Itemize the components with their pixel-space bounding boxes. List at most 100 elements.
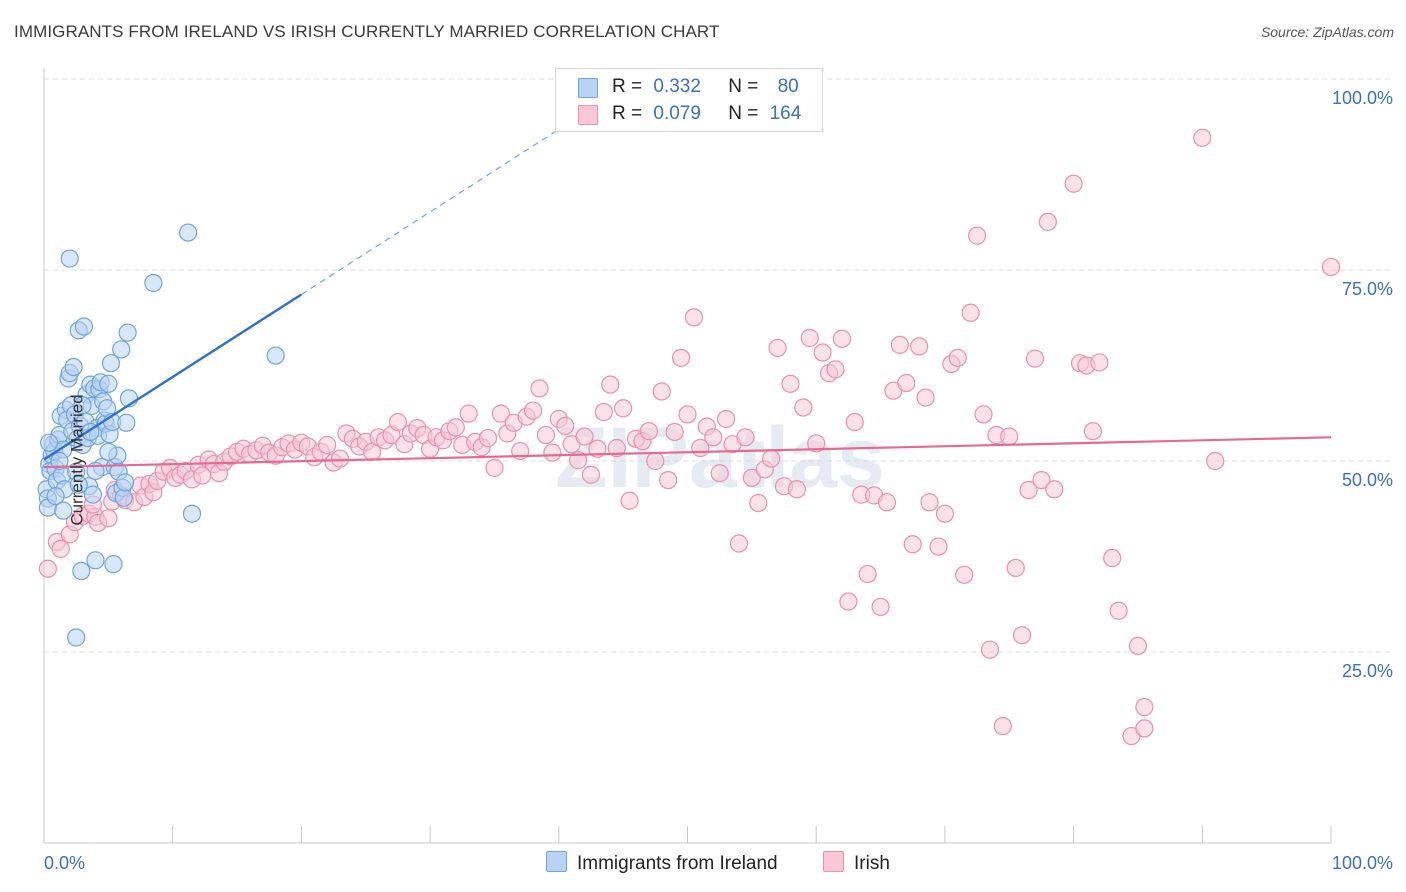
irish-point — [485, 458, 504, 477]
irish-point — [704, 428, 723, 447]
irish-point — [1193, 128, 1212, 147]
irish-point — [974, 405, 993, 424]
irish-point — [813, 343, 832, 362]
irish-point — [671, 348, 691, 367]
irish-point — [639, 422, 658, 441]
chart-title: IMMIGRANTS FROM IRELAND VS IRISH CURRENT… — [14, 22, 720, 41]
y-tick-label: 100.0% — [1332, 88, 1393, 108]
irish-point — [581, 465, 601, 484]
irish-point — [478, 428, 498, 448]
irish-point — [742, 468, 761, 487]
irish-point — [897, 373, 916, 393]
irish-point — [910, 337, 929, 356]
irish-point — [890, 335, 909, 354]
irish-point — [787, 480, 806, 499]
ireland-point — [182, 504, 202, 523]
irish-point — [845, 412, 864, 432]
irish-point — [678, 405, 697, 424]
irish-point — [1064, 174, 1083, 193]
irish-point — [768, 338, 787, 358]
irish-point — [99, 509, 118, 528]
legend-n-value: 164 — [769, 103, 802, 124]
irish-point — [51, 539, 70, 558]
irish-point — [710, 464, 729, 483]
irish-point — [318, 435, 337, 455]
irish-points — [38, 128, 1341, 746]
legend-n-label: N = — [728, 103, 759, 124]
series-legend-irish: Irish — [823, 851, 890, 875]
series-swatch-blue — [546, 851, 567, 872]
y-tick-label: 75.0% — [1342, 279, 1393, 299]
tick-labels: 100.0% 75.0% 50.0% 25.0% 0.0% 100.0% — [44, 88, 1393, 873]
ireland-point — [40, 433, 59, 452]
legend-n-label: N = — [728, 76, 759, 97]
irish-point — [575, 427, 594, 446]
legend-r-label: R = — [612, 103, 643, 124]
irish-point — [1135, 697, 1154, 717]
ireland-point — [60, 249, 79, 268]
irish-point — [1321, 257, 1341, 277]
ireland-point — [118, 323, 137, 342]
irish-point — [993, 717, 1012, 736]
legend-swatch-blue — [578, 78, 598, 98]
irish-point — [948, 348, 967, 367]
ireland-point — [115, 473, 135, 492]
ireland-point — [104, 555, 123, 574]
irish-point — [929, 537, 948, 556]
ireland-point — [74, 317, 93, 336]
legend-r-value: 0.079 — [653, 103, 701, 124]
ireland-point — [54, 501, 73, 520]
y-tick-label: 25.0% — [1342, 661, 1393, 681]
y-axis-label: Currently Married — [67, 394, 87, 526]
series-swatch-pink — [823, 851, 844, 872]
legend-r-value: 0.332 — [653, 76, 701, 97]
irish-point — [807, 434, 826, 453]
irish-point — [620, 491, 639, 510]
irish-point — [1045, 480, 1064, 499]
irish-point — [684, 308, 704, 327]
irish-point — [601, 375, 620, 394]
ireland-point — [99, 374, 118, 393]
legend-row-ireland: R = 0.332 N = 80 — [578, 75, 799, 99]
irish-point — [530, 379, 549, 398]
irish-point — [588, 439, 607, 458]
irish-point — [729, 534, 749, 553]
irish-point — [652, 382, 671, 401]
irish-point — [556, 416, 575, 435]
irish-point — [961, 303, 980, 322]
irish-point — [955, 565, 974, 584]
irish-point — [1206, 451, 1225, 471]
ireland-point — [144, 273, 163, 293]
ireland-point — [46, 487, 65, 506]
irish-point — [1013, 626, 1032, 645]
irish-point — [1090, 353, 1109, 372]
legend-swatch-pink — [578, 105, 598, 125]
ireland-point — [179, 223, 198, 242]
irish-point — [781, 374, 800, 393]
irish-point — [646, 451, 665, 471]
grid — [44, 78, 1391, 653]
irish-point — [1038, 212, 1057, 231]
irish-point — [665, 422, 684, 442]
irish-point — [935, 504, 955, 523]
irish-point — [858, 564, 877, 584]
ireland-trend-line — [43, 293, 303, 461]
irish-point — [832, 329, 852, 348]
ireland-point — [86, 551, 105, 570]
ireland-point — [64, 357, 83, 377]
irish-point — [826, 360, 845, 379]
ireland-point — [99, 442, 118, 461]
x-tick-label-max: 100.0% — [1332, 853, 1393, 873]
irish-point — [717, 409, 736, 429]
ireland-point — [117, 413, 136, 432]
y-tick-label: 50.0% — [1342, 470, 1393, 490]
irish-point — [1025, 349, 1045, 368]
ireland-point — [101, 354, 121, 373]
ireland-point — [72, 561, 91, 581]
irish-point — [446, 418, 465, 437]
irish-point — [543, 443, 562, 462]
irish-point — [1135, 719, 1154, 738]
legend-row-irish: R = 0.079 N = 164 — [578, 102, 802, 126]
irish-point — [749, 493, 768, 513]
